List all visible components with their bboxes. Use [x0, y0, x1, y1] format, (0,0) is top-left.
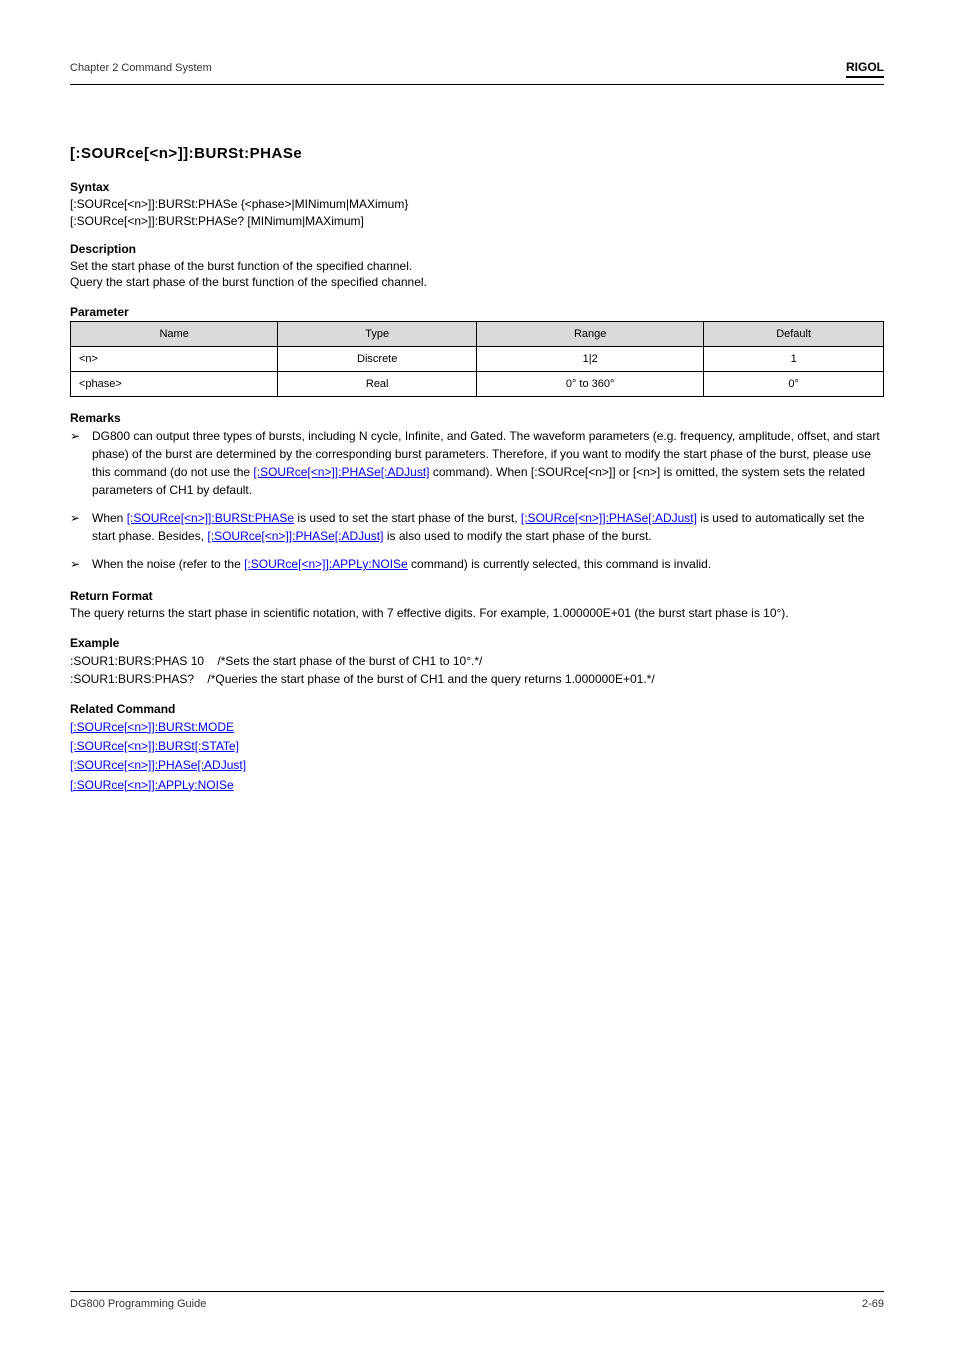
td-range: 1|2 [477, 347, 704, 372]
syntax-block: [:SOURce[<n>]]:BURSt:PHASe {<phase>|MINi… [70, 196, 884, 230]
page-header: Chapter 2 Command System RIGOL [70, 60, 884, 85]
phase-adjust-link[interactable]: [:SOURce[<n>]]:PHASe[:ADJust] [253, 465, 429, 479]
example-cmd: :SOUR1:BURS:PHAS? [70, 672, 194, 686]
footer-doc-title: DG800 Programming Guide [70, 1298, 206, 1310]
burst-phase-link[interactable]: [:SOURce[<n>]]:BURSt:PHASe [127, 511, 294, 525]
related-link[interactable]: [:SOURce[<n>]]:BURSt[:STATe] [70, 737, 884, 756]
td-default: 1 [704, 347, 884, 372]
main-content: [:SOURce[<n>]]:BURSt:PHASe Syntax [:SOUR… [70, 145, 884, 795]
td-name: <phase> [71, 372, 278, 397]
example-line: :SOUR1:BURS:PHAS 10 /*Sets the start pha… [70, 652, 884, 670]
brand-label: RIGOL [846, 60, 884, 78]
bullet-icon: ➢ [70, 509, 92, 545]
phase-adjust-link[interactable]: [:SOURce[<n>]]:PHASe[:ADJust] [207, 529, 383, 543]
example-cmd: :SOUR1:BURS:PHAS 10 [70, 654, 204, 668]
example-desc: /*Queries the start phase of the burst o… [207, 672, 654, 686]
remarks-label: Remarks [70, 411, 884, 425]
remarks-list: ➢ DG800 can output three types of bursts… [70, 427, 884, 573]
description-block: Set the start phase of the burst functio… [70, 258, 884, 292]
remark-text: When the noise (refer to the [:SOURce[<n… [92, 555, 884, 573]
related-link[interactable]: [:SOURce[<n>]]:PHASe[:ADJust] [70, 756, 884, 775]
th-type: Type [278, 322, 477, 347]
return-format-label: Return Format [70, 589, 884, 603]
description-line-1: Set the start phase of the burst functio… [70, 258, 884, 275]
example-block: :SOUR1:BURS:PHAS 10 /*Sets the start pha… [70, 652, 884, 688]
td-name: <n> [71, 347, 278, 372]
example-line: :SOUR1:BURS:PHAS? /*Queries the start ph… [70, 670, 884, 688]
apply-noise-link[interactable]: [:SOURce[<n>]]:APPLy:NOISe [244, 557, 408, 571]
related-links-block: [:SOURce[<n>]]:BURSt:MODE [:SOURce[<n>]]… [70, 718, 884, 795]
example-desc: /*Sets the start phase of the burst of C… [217, 654, 482, 668]
return-format-text: The query returns the start phase in sci… [70, 605, 884, 622]
chapter-label: Chapter 2 Command System [70, 62, 212, 74]
td-type: Real [278, 372, 477, 397]
page-footer: DG800 Programming Guide 2-69 [70, 1291, 884, 1310]
remark-text: DG800 can output three types of bursts, … [92, 427, 884, 499]
related-link[interactable]: [:SOURce[<n>]]:BURSt:MODE [70, 718, 884, 737]
description-label: Description [70, 242, 884, 256]
command-title: [:SOURce[<n>]]:BURSt:PHASe [70, 145, 884, 162]
table-header-row: Name Type Range Default [71, 322, 884, 347]
related-link[interactable]: [:SOURce[<n>]]:APPLy:NOISe [70, 776, 884, 795]
syntax-line-1: [:SOURce[<n>]]:BURSt:PHASe {<phase>|MINi… [70, 196, 884, 213]
bullet-icon: ➢ [70, 427, 92, 499]
th-range: Range [477, 322, 704, 347]
remark-text: When [:SOURce[<n>]]:BURSt:PHASe is used … [92, 509, 884, 545]
remark-item: ➢ When the noise (refer to the [:SOURce[… [70, 555, 884, 573]
bullet-icon: ➢ [70, 555, 92, 573]
td-range: 0° to 360° [477, 372, 704, 397]
th-default: Default [704, 322, 884, 347]
description-line-2: Query the start phase of the burst funct… [70, 274, 884, 291]
td-type: Discrete [278, 347, 477, 372]
syntax-label: Syntax [70, 180, 884, 194]
table-row: <n> Discrete 1|2 1 [71, 347, 884, 372]
syntax-line-2: [:SOURce[<n>]]:BURSt:PHASe? [MINimum|MAX… [70, 213, 884, 230]
parameter-label: Parameter [70, 305, 884, 319]
parameter-table: Name Type Range Default <n> Discrete 1|2… [70, 321, 884, 397]
remark-item: ➢ When [:SOURce[<n>]]:BURSt:PHASe is use… [70, 509, 884, 545]
footer-page-number: 2-69 [862, 1298, 884, 1310]
remark-item: ➢ DG800 can output three types of bursts… [70, 427, 884, 499]
td-default: 0° [704, 372, 884, 397]
related-label: Related Command [70, 702, 884, 716]
phase-adjust-link[interactable]: [:SOURce[<n>]]:PHASe[:ADJust] [521, 511, 697, 525]
th-name: Name [71, 322, 278, 347]
table-row: <phase> Real 0° to 360° 0° [71, 372, 884, 397]
example-label: Example [70, 636, 884, 650]
